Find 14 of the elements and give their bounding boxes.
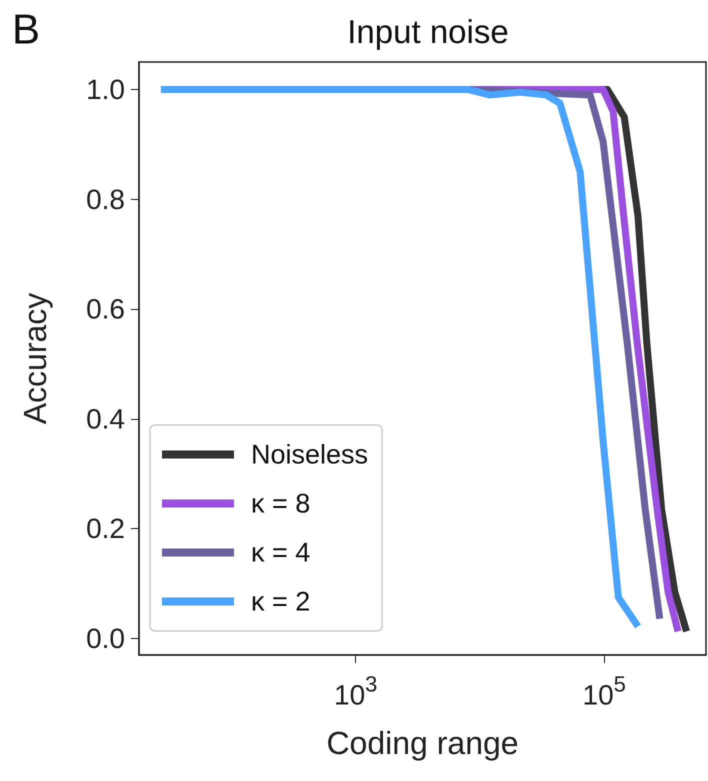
chart-title: Input noise — [347, 13, 509, 50]
y-tick-label: 0.4 — [86, 403, 125, 434]
x-axis-title: Coding range — [326, 725, 519, 761]
y-axis-title: Accuracy — [17, 292, 53, 424]
y-tick-label: 0.6 — [86, 294, 125, 325]
y-tick-label: 0.0 — [86, 623, 125, 654]
text: B — [12, 6, 40, 52]
y-tick-label: 0.2 — [86, 513, 125, 544]
legend-label: κ = 8 — [251, 488, 310, 518]
y-tick-label: 0.8 — [86, 184, 125, 215]
y-tick-label: 1.0 — [86, 74, 125, 105]
legend-label: κ = 2 — [251, 586, 310, 616]
legend-label: κ = 4 — [251, 538, 310, 568]
legend-label: Noiseless — [251, 440, 368, 470]
